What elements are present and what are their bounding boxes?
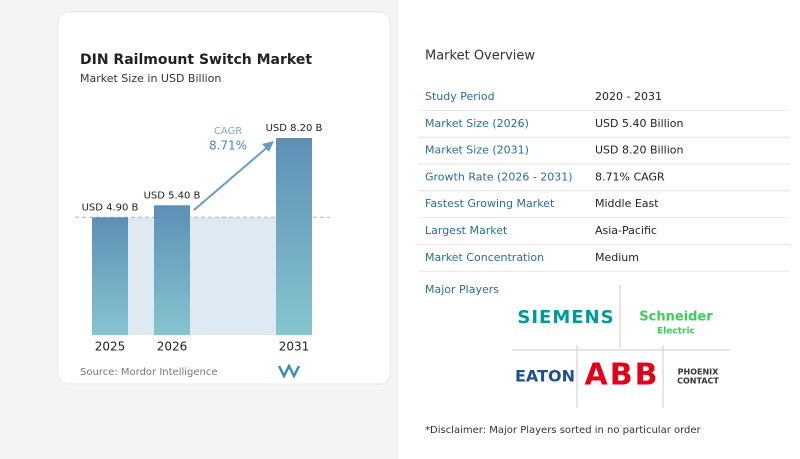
value-label: USD 8.20 B <box>266 123 323 134</box>
row-value: 8.71% CAGR <box>595 170 665 183</box>
value-label: USD 4.90 B <box>82 202 139 213</box>
row-value: Medium <box>595 251 639 264</box>
annotation-label: CAGR <box>214 126 242 137</box>
player-logo: Schneider <box>639 310 713 325</box>
x-tick-label: 2025 <box>95 340 126 354</box>
chart: DIN Railmount Switch Market Market Size … <box>75 52 330 379</box>
player-logo: PHOENIX <box>678 368 719 377</box>
row-label: Largest Market <box>425 224 508 237</box>
row-value: USD 8.20 Billion <box>595 144 683 157</box>
cagr-arrowhead <box>262 141 274 152</box>
row-label: Market Concentration <box>425 251 544 264</box>
bar <box>92 217 128 335</box>
player-logo: Electric <box>657 327 695 337</box>
chart-subtitle: Market Size in USD Billion <box>80 72 221 85</box>
player-logo: SIEMENS <box>517 307 614 328</box>
row-label: Study Period <box>425 90 495 103</box>
brand-logo <box>277 363 301 379</box>
row-label: Fastest Growing Market <box>425 197 555 210</box>
row-value: Asia-Pacific <box>595 224 657 237</box>
row-label: Market Size (2031) <box>425 144 529 157</box>
source: Source: Mordor Intelligence <box>80 367 218 378</box>
cagr-arrow <box>193 144 271 211</box>
row-label: Market Size (2026) <box>425 117 529 130</box>
overview: Market Overview Major Players *Disclaime… <box>418 49 790 436</box>
player-logo: CONTACT <box>677 377 719 386</box>
bar <box>276 138 312 335</box>
value-label: USD 5.40 B <box>144 190 201 201</box>
bar <box>154 205 190 335</box>
player-logo: ABB <box>585 358 660 393</box>
row-value: USD 5.40 Billion <box>595 117 683 130</box>
x-tick-label: 2031 <box>279 340 310 354</box>
disclaimer: *Disclaimer: Major Players sorted in no … <box>425 425 702 436</box>
row-value: 2020 - 2031 <box>595 90 662 103</box>
overview-title: Market Overview <box>425 49 535 64</box>
x-tick-label: 2026 <box>157 340 188 354</box>
shaded-area <box>128 217 276 335</box>
player-logo: EATON <box>515 367 575 386</box>
row-label: Growth Rate (2026 - 2031) <box>425 170 573 183</box>
annotation-value: 8.71% <box>209 139 247 153</box>
chart-title: DIN Railmount Switch Market <box>80 52 312 68</box>
row-value: Middle East <box>595 197 659 210</box>
players-title: Major Players <box>425 283 499 296</box>
overview-panel <box>398 0 800 459</box>
